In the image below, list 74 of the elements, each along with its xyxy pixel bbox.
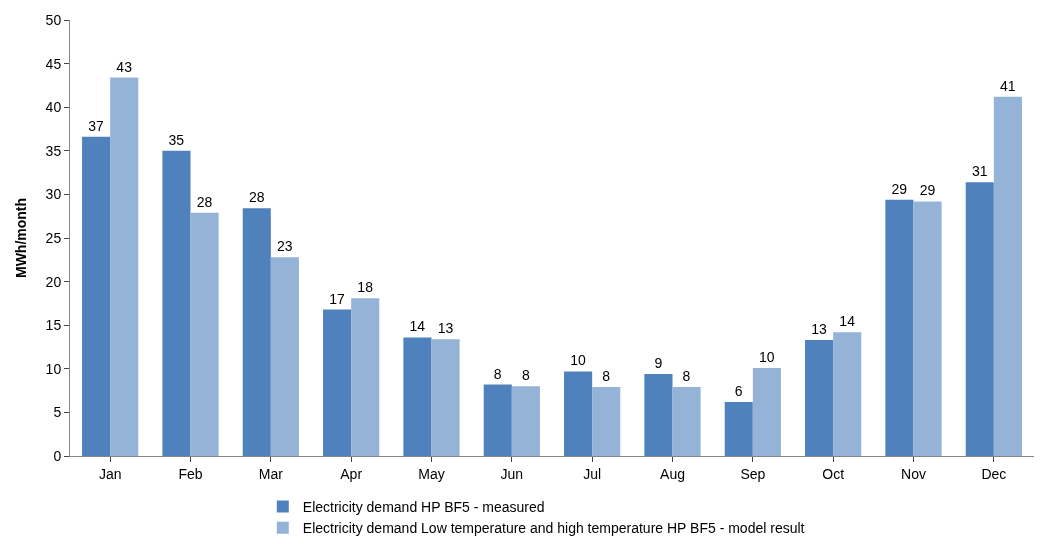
x-tick-label: Jun: [500, 465, 524, 482]
data-label: 41: [1000, 77, 1016, 94]
bar: [913, 201, 942, 456]
data-label: 43: [116, 58, 133, 75]
data-label: 10: [570, 352, 586, 369]
y-tick-label: 10: [45, 360, 62, 377]
bar: [965, 182, 994, 456]
bar: [403, 337, 432, 456]
data-label: 8: [493, 365, 502, 382]
data-label: 17: [329, 290, 345, 307]
bar: [162, 150, 191, 456]
y-tick-label: 35: [45, 142, 62, 159]
data-label: 14: [839, 313, 856, 330]
data-label: 29: [919, 182, 936, 199]
bar: [564, 371, 593, 456]
data-label: 8: [602, 368, 611, 385]
bar: [323, 309, 352, 456]
data-label: 23: [277, 238, 293, 255]
data-label: 28: [248, 189, 265, 206]
x-tick-label: Nov: [901, 465, 926, 482]
data-label: 14: [409, 318, 426, 335]
bar: [833, 332, 862, 456]
bar: [672, 387, 701, 456]
y-tick-label: 40: [45, 99, 62, 116]
bar: [431, 339, 460, 456]
data-label: 18: [357, 279, 374, 296]
bar: [993, 96, 1022, 456]
x-tick-label: Sep: [740, 465, 766, 482]
data-label: 28: [196, 193, 213, 210]
x-tick-label: Aug: [660, 465, 685, 482]
bar: [351, 298, 380, 456]
x-tick-label: Dec: [981, 465, 1007, 482]
x-tick-label: Feb: [178, 465, 203, 482]
y-axis-title: MWh/month: [13, 197, 30, 279]
bar: [805, 340, 834, 456]
y-tick-label: 0: [53, 447, 62, 464]
y-tick-label: 5: [53, 404, 62, 421]
y-tick-label: 20: [45, 273, 62, 290]
x-tick-label: Jul: [583, 465, 602, 482]
data-label: 31: [971, 163, 988, 180]
bar: [724, 401, 753, 456]
x-tick-label: Mar: [258, 465, 284, 482]
bar: [270, 257, 299, 456]
bar: [644, 374, 673, 456]
data-label: 8: [521, 367, 530, 384]
x-tick-label: Apr: [340, 465, 363, 482]
bar: [242, 208, 271, 456]
x-tick-label: Oct: [822, 465, 845, 482]
y-tick-label: 25: [45, 229, 62, 246]
x-tick-label: May: [418, 465, 445, 482]
data-label: 8: [682, 368, 691, 385]
y-tick-label: 30: [45, 186, 62, 203]
data-label: 10: [759, 348, 775, 365]
bar: [110, 77, 139, 456]
data-label: 37: [88, 117, 104, 134]
bar: [592, 387, 621, 456]
data-label: 9: [654, 355, 663, 372]
bar: [752, 367, 781, 456]
data-label: 6: [734, 382, 743, 399]
data-label: 29: [891, 180, 908, 197]
y-tick-label: 45: [45, 55, 62, 72]
legend-label: Electricity demand HP BF5 - measured: [302, 498, 545, 515]
bar: [483, 384, 512, 456]
data-label: 13: [437, 320, 454, 337]
y-tick-label: 50: [45, 11, 62, 28]
bar: [885, 199, 914, 456]
x-tick-label: Jan: [98, 465, 122, 482]
legend-label: Electricity demand Low temperature and high temperature HP BF5 - model result: [302, 520, 805, 537]
bar: [82, 136, 111, 456]
data-label: 35: [168, 131, 185, 148]
bar: [511, 386, 540, 456]
data-label: 13: [811, 321, 827, 338]
bar: [190, 212, 219, 456]
y-tick-label: 15: [45, 317, 62, 334]
